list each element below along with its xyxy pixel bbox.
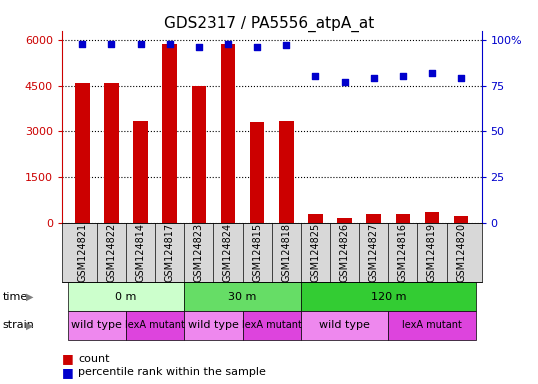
Text: 0 m: 0 m (115, 291, 137, 302)
Text: strain: strain (3, 320, 34, 331)
Bar (162, 45, 177, 223)
Text: GSM124821: GSM124821 (77, 223, 87, 282)
Text: GSM124815: GSM124815 (252, 223, 262, 282)
Text: ■: ■ (62, 366, 74, 379)
Text: GSM124824: GSM124824 (223, 223, 233, 282)
Text: GSM124826: GSM124826 (339, 223, 350, 282)
Point (428, 70, 436, 76)
Point (195, 44, 203, 50)
Text: GSM124817: GSM124817 (165, 223, 175, 282)
Text: GSM124825: GSM124825 (310, 223, 321, 282)
Bar (366, 214, 381, 223)
Text: ▶: ▶ (26, 291, 33, 302)
Text: GSM124816: GSM124816 (398, 223, 408, 282)
Bar (104, 83, 119, 223)
Text: GSM124818: GSM124818 (281, 223, 291, 282)
Bar (395, 214, 410, 223)
Point (399, 73, 407, 79)
Text: wild type: wild type (188, 320, 239, 331)
Bar (221, 45, 235, 223)
Bar (192, 86, 206, 223)
Point (78, 40, 87, 46)
Text: 120 m: 120 m (371, 291, 406, 302)
Point (253, 44, 261, 50)
Point (224, 40, 232, 46)
Text: GSM124822: GSM124822 (107, 223, 116, 282)
Text: ■: ■ (62, 353, 74, 366)
Text: GSM124820: GSM124820 (456, 223, 466, 282)
Point (340, 79, 349, 85)
Point (457, 75, 465, 81)
Point (165, 40, 174, 46)
Text: ▶: ▶ (26, 320, 33, 331)
Bar (250, 122, 264, 223)
Text: GSM124827: GSM124827 (369, 223, 379, 282)
Text: GSM124814: GSM124814 (136, 223, 146, 282)
Point (370, 75, 378, 81)
Point (282, 42, 291, 48)
Bar (424, 212, 439, 223)
Text: GSM124819: GSM124819 (427, 223, 437, 282)
Bar (75, 83, 89, 223)
Text: time: time (3, 291, 28, 302)
Text: lexA mutant: lexA mutant (125, 320, 185, 331)
Point (107, 40, 116, 46)
Point (311, 73, 320, 79)
Text: wild type: wild type (72, 320, 122, 331)
Text: 30 m: 30 m (228, 291, 257, 302)
Bar (279, 121, 294, 223)
Text: lexA mutant: lexA mutant (242, 320, 302, 331)
Text: lexA mutant: lexA mutant (402, 320, 462, 331)
Bar (133, 121, 148, 223)
Text: wild type: wild type (319, 320, 370, 331)
Text: GDS2317 / PA5556_atpA_at: GDS2317 / PA5556_atpA_at (164, 15, 374, 31)
Bar (308, 214, 323, 223)
Text: count: count (78, 354, 110, 364)
Text: percentile rank within the sample: percentile rank within the sample (78, 367, 266, 377)
Point (136, 40, 145, 46)
Text: GSM124823: GSM124823 (194, 223, 204, 282)
Bar (454, 216, 469, 223)
Bar (337, 218, 352, 223)
